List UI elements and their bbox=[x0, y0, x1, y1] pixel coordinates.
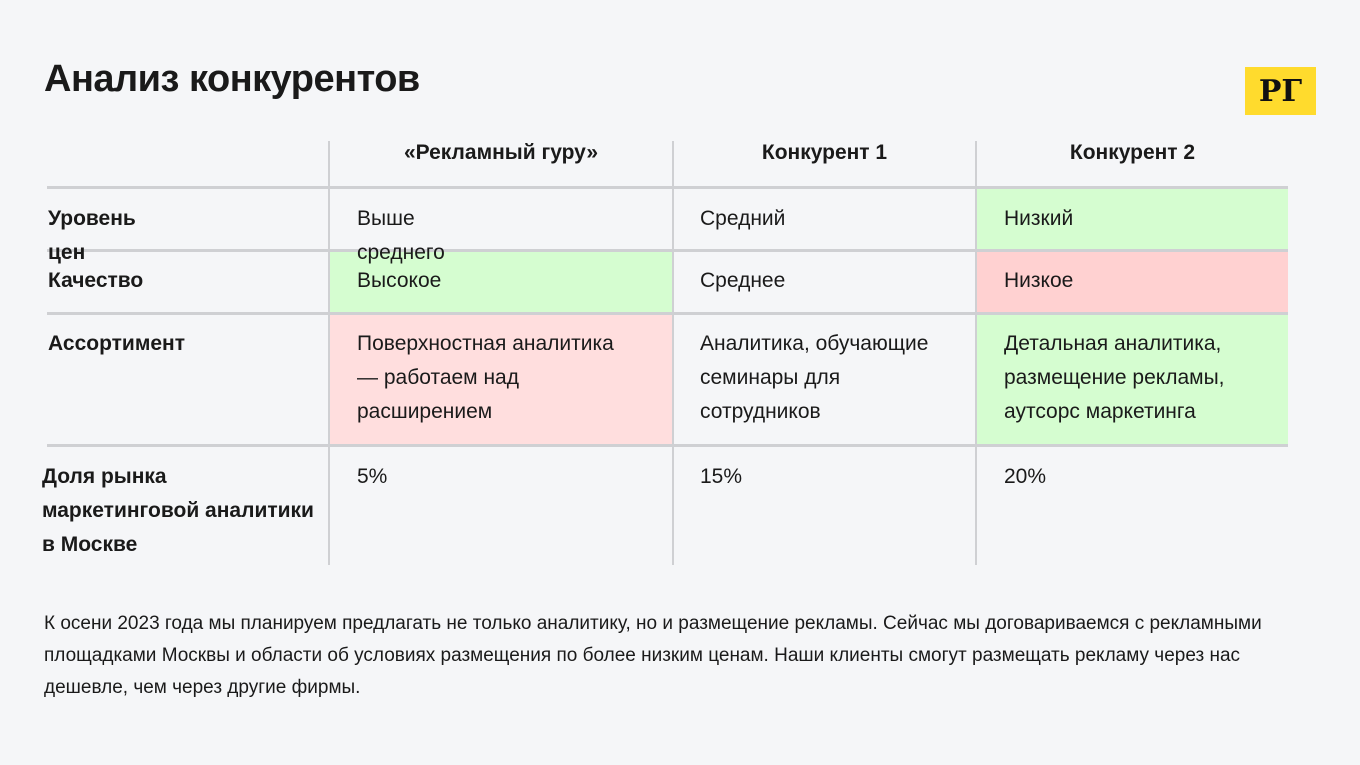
table-cell: Среднее bbox=[700, 269, 786, 292]
footnote-text: К осени 2023 года мы планируем предлагат… bbox=[44, 613, 1262, 698]
divider bbox=[47, 312, 1288, 315]
cell-bg-good bbox=[329, 252, 673, 313]
page-title: Анализ конкурентов bbox=[44, 58, 420, 100]
cell-bg-bad bbox=[329, 315, 673, 445]
table-cell: Высокое bbox=[357, 269, 442, 292]
cell-bg-good bbox=[977, 189, 1288, 250]
table-cell: Поверхностная аналитика — работаем над р… bbox=[357, 332, 614, 423]
table-cell: Детальная аналитика, размещение рекламы,… bbox=[1004, 332, 1225, 423]
divider bbox=[47, 444, 1288, 447]
divider bbox=[975, 141, 977, 565]
table-cell: 15% bbox=[700, 465, 743, 488]
table-cell: Выше среднего bbox=[357, 207, 445, 264]
column-header: «Рекламный гуру» bbox=[403, 141, 599, 164]
table-cell: Низкое bbox=[1004, 269, 1074, 292]
divider bbox=[47, 186, 1288, 189]
table-cell: 20% bbox=[1004, 465, 1047, 488]
row-label: Доля рынка маркетинговой аналитики в Мос… bbox=[42, 465, 314, 556]
rg-logo: РГ bbox=[1245, 67, 1316, 115]
table-cell: 5% bbox=[357, 465, 388, 488]
cell-bg-bad bbox=[977, 252, 1288, 313]
table-cell: Аналитика, обучающие семинары для сотруд… bbox=[700, 332, 929, 423]
row-label: Уровень цен bbox=[48, 207, 136, 264]
column-header: Конкурент 1 bbox=[761, 141, 888, 164]
table-cell: Низкий bbox=[1004, 207, 1074, 230]
divider bbox=[328, 141, 330, 565]
row-label: Ассортимент bbox=[48, 332, 186, 355]
cell-bg-good bbox=[977, 315, 1288, 445]
row-label: Качество bbox=[48, 269, 144, 292]
divider bbox=[47, 249, 1288, 252]
table-cell: Средний bbox=[700, 207, 786, 230]
divider bbox=[672, 141, 674, 565]
column-header: Конкурент 2 bbox=[1069, 141, 1196, 164]
